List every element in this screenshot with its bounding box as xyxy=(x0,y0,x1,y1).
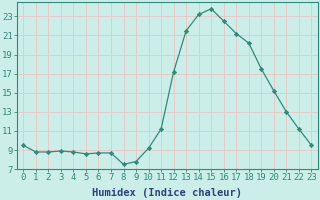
X-axis label: Humidex (Indice chaleur): Humidex (Indice chaleur) xyxy=(92,188,242,198)
